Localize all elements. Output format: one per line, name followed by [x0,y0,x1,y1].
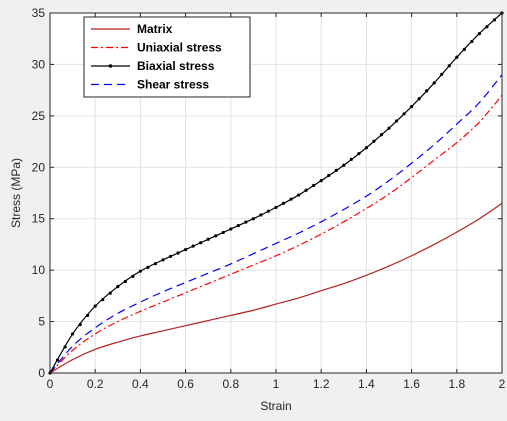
series-marker-biaxial-stress [184,247,188,252]
series-marker-biaxial-stress [153,262,158,266]
series-line-shear-stress [49,74,503,374]
series-marker-biaxial-stress [236,223,240,228]
series-marker-biaxial-stress [123,279,127,284]
legend-label-matrix: Matrix [137,22,173,36]
x-axis-label: Strain [260,399,291,413]
series-marker-biaxial-stress [410,105,414,109]
y-tick-label: 10 [32,263,46,277]
series-marker-biaxial-stress [176,251,180,255]
x-axis-ticks: 0 0.2 0.4 0.6 0.8 1 1.2 1.4 1.6 1.8 2 [47,13,506,391]
series-marker-biaxial-stress [357,151,361,156]
series-marker-biaxial-stress [259,213,263,217]
series-marker-biaxial-stress [244,220,248,224]
x-tick-label: 1 [273,377,280,391]
y-tick-label: 35 [32,6,46,20]
series-marker-biaxial-stress [394,119,399,123]
x-tick-label: 0.2 [87,377,104,391]
series-marker-biaxial-stress [146,265,150,269]
series-marker-biaxial-stress [93,304,97,308]
series-marker-biaxial-stress [251,217,255,221]
series-marker-biaxial-stress [477,31,481,36]
series-marker-biaxial-stress [229,227,233,231]
legend-box [83,16,251,98]
series-marker-biaxial-stress [101,298,105,302]
x-tick-label: 0.4 [132,377,149,391]
series-marker-biaxial-stress [206,237,210,241]
y-tick-label: 0 [38,366,45,380]
series-marker-biaxial-stress [281,201,286,205]
y-tick-label: 25 [32,109,46,123]
x-tick-label: 1.8 [448,377,465,391]
series-marker-biaxial-stress [327,173,331,178]
series-marker-biaxial-stress [63,345,67,349]
series-marker-biaxial-stress [440,72,444,76]
x-tick-label: 0.8 [222,377,239,391]
x-tick-label: 0 [47,377,54,391]
legend-label-uniaxial-stress: Uniaxial stress [137,41,222,55]
y-axis-label: Stress (MPa) [9,158,23,228]
y-axis-ticks: 0 5 10 15 20 25 30 35 [32,6,502,380]
series-marker-biaxial-stress [138,269,142,273]
legend-marker-biaxial-stress [108,64,113,68]
y-tick-label: 30 [32,57,46,71]
series-marker-biaxial-stress [71,332,75,336]
series-marker-biaxial-stress [191,244,195,248]
x-tick-label: 1.4 [358,377,375,391]
series-marker-biaxial-stress [417,97,421,101]
series-marker-biaxial-stress [470,39,474,44]
legend-label-shear-stress: Shear stress [137,78,209,92]
series-marker-biaxial-stress [161,258,165,262]
series-marker-biaxial-stress [402,112,406,116]
series-marker-biaxial-stress [342,163,346,167]
y-tick-label: 5 [38,315,45,329]
series-layer [48,11,504,375]
series-marker-biaxial-stress [266,209,271,213]
legend: Matrix Uniaxial stress Biaxial stress Shear… [83,16,251,98]
series-line-matrix [49,202,503,374]
series-marker-biaxial-stress [462,47,466,51]
series-marker-biaxial-stress [199,241,203,245]
series-marker-biaxial-stress [274,205,278,209]
series-marker-biaxial-stress [78,323,82,327]
series-marker-biaxial-stress [55,358,60,362]
series-marker-biaxial-stress [86,313,90,317]
y-tick-label: 20 [32,160,46,174]
series-marker-biaxial-stress [372,139,376,143]
series-marker-biaxial-stress [108,291,112,295]
series-marker-biaxial-stress [168,254,173,259]
series-marker-biaxial-stress [492,18,497,22]
series-marker-biaxial-stress [319,179,323,183]
series-marker-biaxial-stress [131,274,135,278]
series-marker-biaxial-stress [455,55,459,59]
series-marker-biaxial-stress [221,230,225,235]
series-marker-biaxial-stress [432,81,436,85]
series-marker-biaxial-stress [485,25,489,29]
y-tick-label: 15 [32,212,46,226]
series-marker-biaxial-stress [289,197,293,201]
series-marker-biaxial-stress [297,193,301,197]
legend-label-biaxial-stress: Biaxial stress [137,59,215,73]
series-marker-biaxial-stress [447,64,451,68]
series-marker-biaxial-stress [425,89,429,93]
x-tick-label: 1.6 [403,377,420,391]
series-marker-biaxial-stress [116,285,120,289]
series-marker-biaxial-stress [304,188,308,192]
series-marker-biaxial-stress [334,168,338,172]
x-tick-label: 2 [499,377,506,391]
series-marker-biaxial-stress [349,157,353,161]
series-marker-biaxial-stress [214,234,218,238]
series-line-uniaxial-stress [49,94,503,374]
series-marker-biaxial-stress [312,183,316,188]
series-marker-biaxial-stress [364,146,368,150]
x-tick-label: 1.2 [313,377,330,391]
series-marker-biaxial-stress [379,133,384,137]
series-marker-biaxial-stress [387,126,391,130]
x-tick-label: 0.6 [177,377,194,391]
